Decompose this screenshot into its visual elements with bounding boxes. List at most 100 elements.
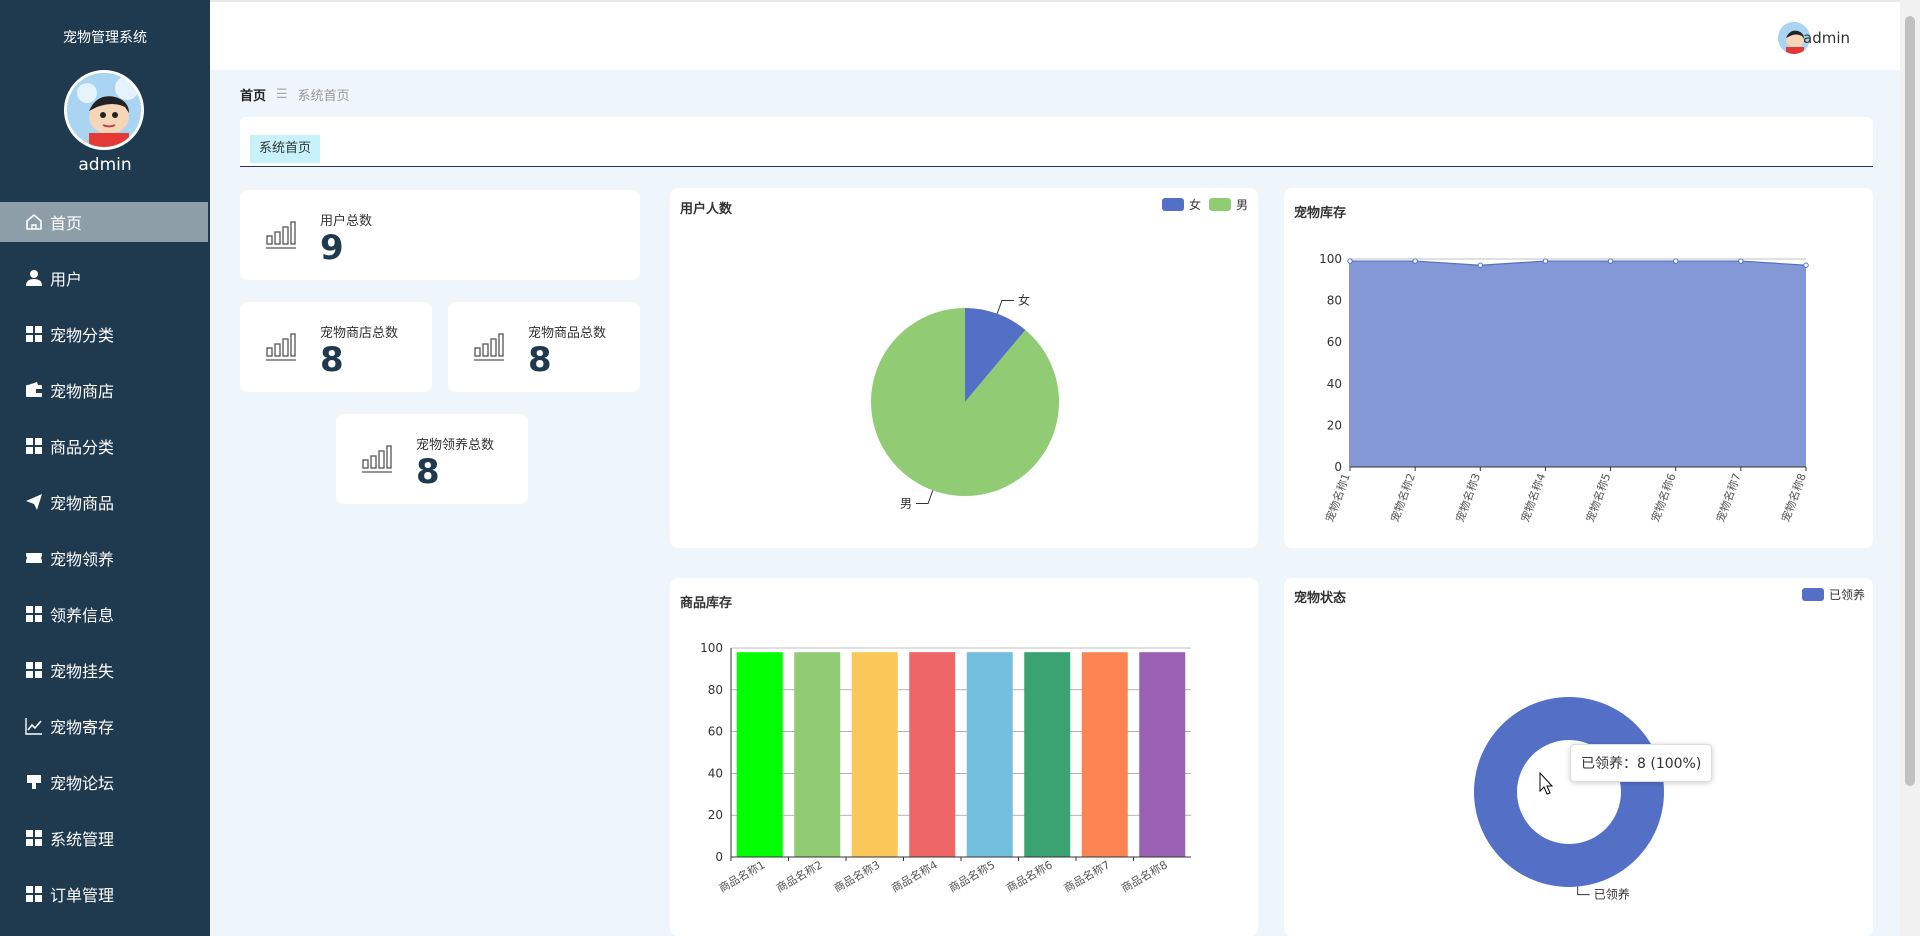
legend-swatch: [1801, 588, 1824, 601]
y-tick-label: 40: [708, 766, 723, 780]
sidebar-item-label: 宠物挂失: [50, 662, 115, 681]
grid-icon: [24, 604, 44, 624]
chart-card-pet-stock: 宠物库存 0 20 40 60 80 100 宠物名称1 宠物名称2 宠物名称3 宠物名称4 宠物名…: [1284, 188, 1873, 548]
sidebar-item-orders[interactable]: 订单管理: [0, 874, 210, 914]
pie-label-line: [916, 490, 934, 504]
grid-icon: [24, 828, 44, 848]
home-icon: [24, 212, 44, 232]
x-tick-label: 商品名称5: [946, 857, 997, 895]
legend-swatch: [1161, 198, 1184, 211]
sidebar-item-pet-forum[interactable]: 宠物论坛: [0, 762, 210, 802]
sidebar-item-label: 宠物论坛: [50, 774, 115, 793]
legend-item[interactable]: 男: [1208, 196, 1248, 213]
x-tick-label: 商品名称1: [716, 857, 767, 895]
bar-chart-icon: [266, 333, 296, 361]
donut-slice: [1474, 697, 1664, 887]
sidebar-item-users[interactable]: 用户: [0, 258, 210, 298]
chart-title: 宠物库存: [1294, 206, 1347, 221]
top-username[interactable]: admin: [1803, 29, 1850, 47]
top-bar: admin: [210, 0, 1900, 70]
legend-label: 已领养: [1828, 588, 1865, 602]
sidebar-item-label: 商品分类: [50, 438, 115, 457]
tab-bar: 系统首页: [240, 117, 1873, 167]
bar: [851, 652, 898, 857]
data-point: [1477, 262, 1483, 268]
sidebar-username: admin: [78, 155, 132, 175]
sidebar-item-label: 系统管理: [50, 830, 115, 849]
grid-icon: [24, 660, 44, 680]
x-tick-label: 商品名称2: [774, 857, 825, 895]
chart-card-user-count: 用户人数 女 男 女男: [670, 188, 1258, 548]
sidebar-item-home[interactable]: 首页: [0, 202, 208, 242]
sidebar: 宠物管理系统 admin 首页 用户 宠物分类 宠物商店: [0, 0, 210, 936]
x-tick-label: 宠物名称8: [1778, 471, 1809, 524]
breadcrumb-current: 系统首页: [297, 89, 350, 104]
area-fill: [1350, 261, 1806, 467]
bar-chart-icon: [266, 221, 296, 249]
stat-card-shops: 宠物商店总数 8: [240, 302, 432, 392]
y-tick-label: 100: [1319, 252, 1342, 266]
data-point: [1673, 258, 1679, 264]
pie-slice: [965, 308, 1026, 402]
sidebar-item-system-admin[interactable]: 系统管理: [0, 818, 210, 858]
y-tick-label: 100: [700, 641, 723, 655]
bar: [794, 652, 841, 857]
x-tick-label: 商品名称6: [1004, 857, 1055, 895]
trophy-icon: [24, 772, 44, 792]
page-scrollbar[interactable]: [1900, 0, 1920, 936]
series-line: [1350, 260, 1807, 266]
sidebar-item-label: 用户: [50, 270, 83, 289]
stat-label: 宠物领养总数: [416, 438, 495, 453]
donut-label: 已领养: [1594, 887, 1630, 902]
y-tick-label: 60: [708, 725, 723, 739]
sidebar-item-pet-shop[interactable]: 宠物商店: [0, 370, 210, 410]
breadcrumb-home[interactable]: 首页: [240, 89, 267, 104]
chart-legend: 女 男: [1154, 196, 1248, 213]
sidebar-item-adoption-info[interactable]: 领养信息: [0, 594, 210, 634]
x-tick-label: 商品名称8: [1119, 857, 1170, 895]
chart-legend: 已领养: [1794, 586, 1865, 603]
x-tick-label: 宠物名称3: [1453, 471, 1484, 524]
pie-label: 女: [1018, 293, 1030, 308]
area-chart: 0 20 40 60 80 100 宠物名称1 宠物名称2 宠物名称3 宠物名称4 宠物名称5 宠物名…: [1319, 252, 1809, 524]
sidebar-item-goods-category[interactable]: 商品分类: [0, 426, 210, 466]
stat-value: 8: [320, 340, 344, 380]
x-tick-label: 商品名称3: [831, 857, 882, 895]
sidebar-item-pet-lost[interactable]: 宠物挂失: [0, 650, 210, 690]
line-chart-icon: [24, 716, 44, 736]
legend-swatch: [1208, 198, 1231, 211]
user-avatar[interactable]: [1778, 22, 1810, 54]
stat-value: 8: [416, 452, 440, 492]
sidebar-item-label: 订单管理: [50, 886, 115, 905]
legend-item[interactable]: 已领养: [1801, 586, 1865, 603]
ticket-icon: [24, 548, 44, 568]
tab-system-home[interactable]: 系统首页: [250, 135, 321, 163]
avatar[interactable]: [64, 70, 144, 150]
wallet-icon: [24, 380, 44, 400]
legend-item[interactable]: 女: [1161, 196, 1201, 213]
sidebar-item-pet-goods[interactable]: 宠物商品: [0, 482, 210, 522]
breadcrumb-separator: ☰: [276, 87, 288, 102]
paper-plane-icon: [24, 492, 44, 512]
sidebar-item-pet-category[interactable]: 宠物分类: [0, 314, 210, 354]
y-tick-label: 80: [708, 683, 723, 697]
x-tick-label: 宠物名称1: [1322, 471, 1353, 524]
bar: [909, 652, 956, 857]
sidebar-item-label: 宠物商品: [50, 494, 115, 513]
stat-value: 9: [320, 228, 344, 268]
data-point: [1738, 258, 1744, 264]
stat-card-goods: 宠物商品总数 8: [448, 302, 640, 392]
grid-icon: [24, 324, 44, 344]
sidebar-item-pet-adoption[interactable]: 宠物领养: [0, 538, 210, 578]
y-tick-label: 20: [1327, 418, 1342, 432]
sidebar-item-label: 宠物商店: [50, 382, 115, 401]
data-point: [1542, 258, 1549, 264]
y-tick-label: 0: [715, 850, 723, 864]
stat-value: 8: [528, 340, 552, 380]
stat-card-users: 用户总数 9: [240, 190, 640, 280]
scrollbar-thumb[interactable]: [1905, 16, 1915, 786]
sidebar-menu: 首页 用户 宠物分类 宠物商店 商品分类 宠物商品 宠物领养 领养信息: [0, 202, 210, 930]
sidebar-item-label: 首页: [50, 214, 83, 233]
sidebar-item-pet-boarding[interactable]: 宠物寄存: [0, 706, 210, 746]
